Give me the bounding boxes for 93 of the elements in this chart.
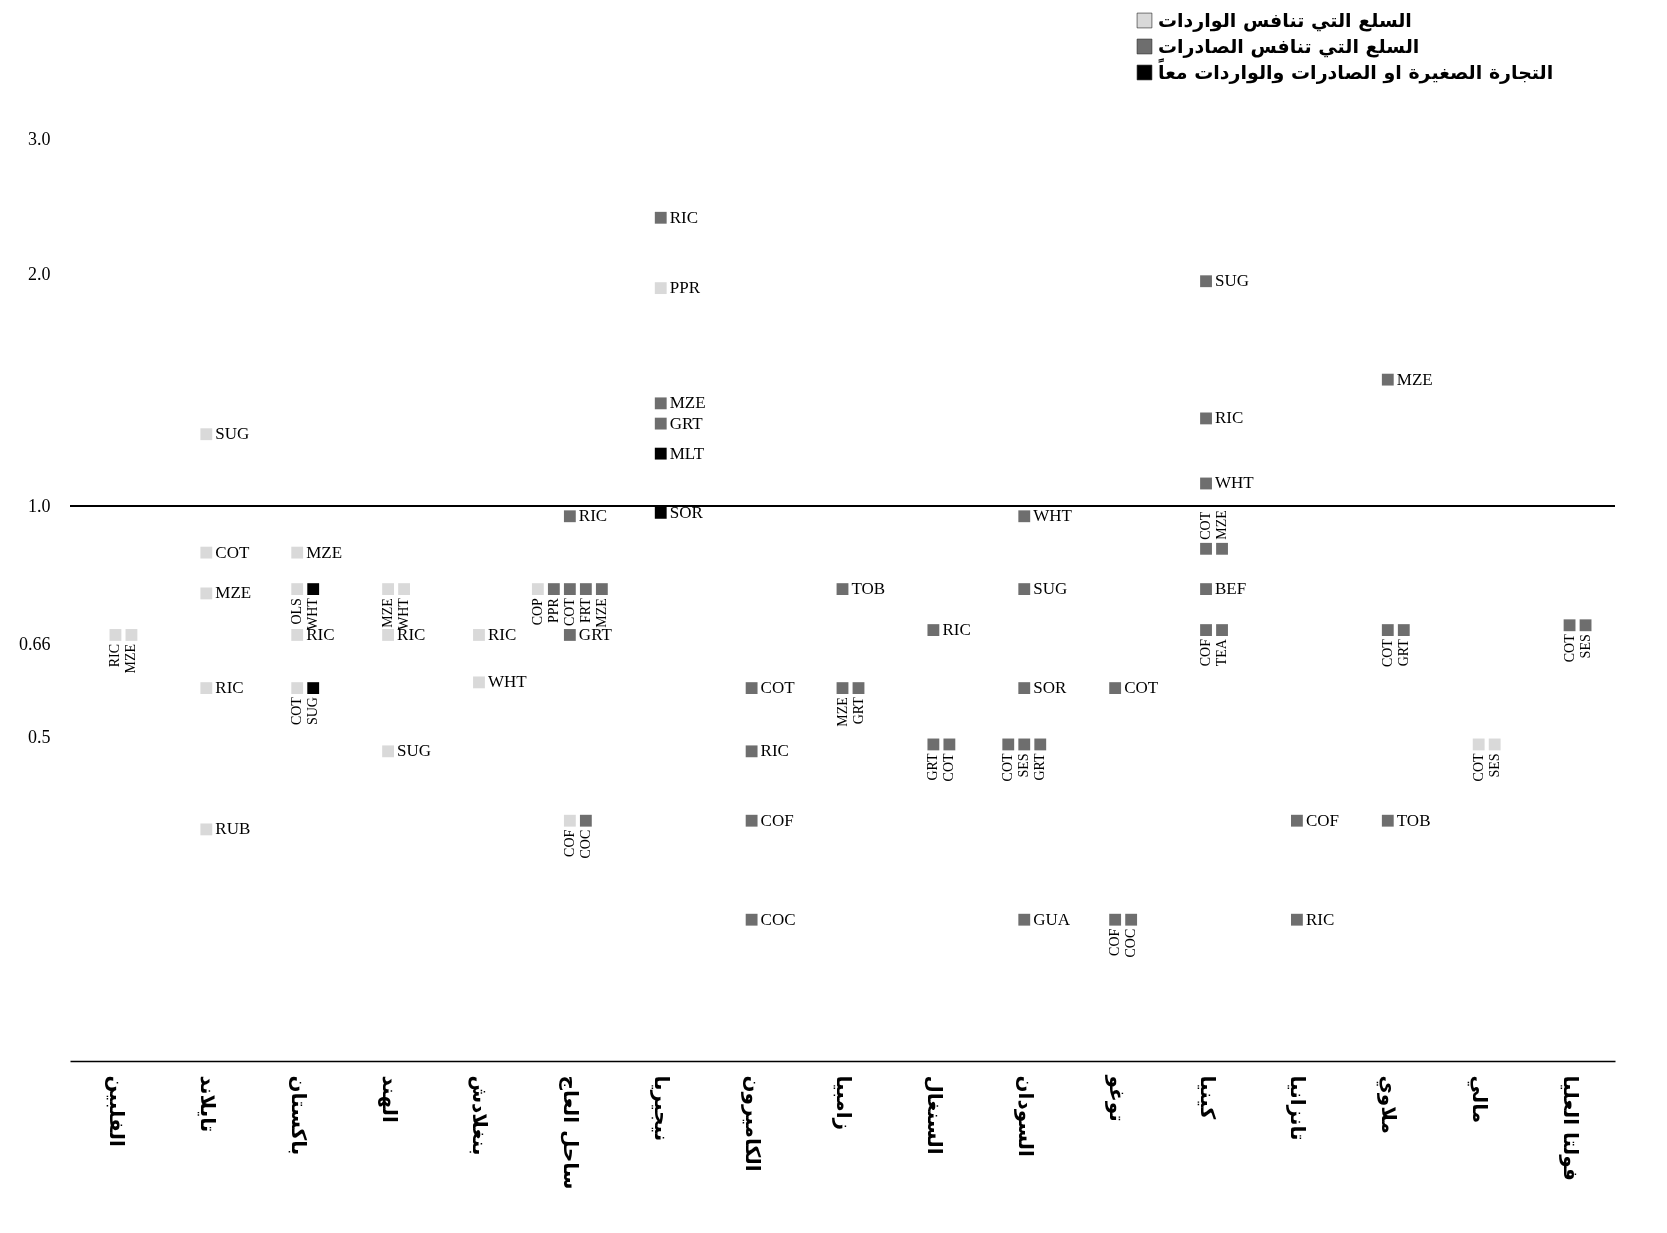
x-tick-label: باكستان bbox=[286, 1075, 311, 1156]
annotation: RUB bbox=[215, 819, 251, 839]
y-tick-label: 3.0 bbox=[28, 128, 51, 149]
x-tick-label: تايلاند bbox=[195, 1075, 220, 1133]
annotation: COT bbox=[1561, 633, 1577, 663]
annotation: RIC bbox=[215, 678, 244, 698]
annotation: SOR bbox=[1033, 678, 1067, 698]
annotation: MZE bbox=[834, 697, 850, 727]
annotation: COP bbox=[529, 597, 545, 626]
annotation: MZE bbox=[306, 542, 343, 562]
legend-label: التجارة الصغيرة او الصادرات والواردات معاً bbox=[1158, 58, 1554, 84]
annotation: MZE bbox=[123, 643, 139, 674]
annotation: COT bbox=[1198, 511, 1214, 540]
annotation: TOB bbox=[1396, 810, 1431, 830]
annotation: OLS bbox=[289, 598, 305, 625]
y-tick-label: 0.5 bbox=[28, 727, 51, 748]
annotation: COT bbox=[760, 678, 796, 698]
annotation: GRT bbox=[925, 753, 941, 781]
annotation: GRT bbox=[669, 413, 704, 433]
annotation: SOR bbox=[669, 502, 704, 522]
x-tick-label: الهند bbox=[377, 1075, 402, 1123]
annotation: PPR bbox=[669, 278, 701, 298]
annotation: WHT bbox=[1033, 506, 1073, 526]
x-tick-label: ساحل العاج bbox=[559, 1075, 584, 1190]
x-tick-label: الفلبين bbox=[104, 1075, 129, 1147]
annotation: SUG bbox=[397, 741, 432, 761]
annotation: WHT bbox=[1215, 473, 1255, 493]
annotation: RIC bbox=[1215, 408, 1244, 428]
annotation: COF bbox=[561, 829, 577, 857]
x-tick-label: توغو bbox=[1104, 1074, 1129, 1122]
annotation: SUG bbox=[305, 697, 321, 726]
annotation: COT bbox=[215, 542, 250, 562]
annotation: COT bbox=[1470, 753, 1486, 782]
annotation: COT bbox=[1124, 678, 1159, 698]
annotation: COF bbox=[760, 810, 794, 830]
annotation: GUA bbox=[1033, 909, 1071, 929]
annotation: MLT bbox=[669, 443, 705, 463]
annotation: MZE bbox=[1396, 369, 1433, 389]
annotation: COT bbox=[1379, 638, 1395, 668]
annotation: COF bbox=[1198, 638, 1214, 667]
legend-label: السلع التي تنافس الواردات bbox=[1158, 8, 1412, 32]
annotation: MZE bbox=[1214, 510, 1230, 540]
y-tick-label: 2.0 bbox=[28, 263, 51, 284]
annotation: RIC bbox=[669, 207, 699, 227]
annotation: MZE bbox=[380, 598, 396, 628]
annotation: MZE bbox=[669, 393, 706, 413]
x-tick-label: مالي bbox=[1467, 1075, 1493, 1124]
annotation: RIC bbox=[1305, 909, 1335, 929]
y-tick-label: 1.0 bbox=[28, 495, 51, 516]
annotation: FRT bbox=[577, 597, 593, 623]
annotation: COT bbox=[941, 753, 957, 782]
annotation: SES bbox=[1016, 753, 1032, 778]
annotation: COC bbox=[1123, 928, 1139, 958]
x-tick-label: تانزانيا bbox=[1286, 1075, 1311, 1141]
annotation: COT bbox=[561, 597, 577, 627]
annotation: GRT bbox=[1032, 753, 1048, 781]
x-tick-label: زامبيا bbox=[832, 1075, 856, 1131]
annotation: COC bbox=[577, 829, 593, 859]
annotation: COF bbox=[1305, 810, 1339, 830]
annotation: TEA bbox=[1214, 638, 1230, 667]
y-tick-label: 0.66 bbox=[19, 634, 51, 655]
x-tick-label: الكاميرون bbox=[741, 1075, 766, 1172]
x-tick-label: بنغلادش bbox=[468, 1075, 493, 1156]
annotation: WHT bbox=[305, 597, 321, 630]
annotation: MZE bbox=[215, 583, 252, 603]
annotation: WHT bbox=[487, 672, 528, 692]
annotation: SES bbox=[1486, 753, 1502, 778]
annotation: RIC bbox=[578, 506, 608, 526]
annotation: PPR bbox=[545, 597, 561, 624]
annotation: SES bbox=[1577, 634, 1593, 659]
annotation: COC bbox=[760, 909, 796, 929]
x-tick-label: السنغال bbox=[922, 1075, 947, 1155]
x-tick-label: ملاوي bbox=[1376, 1075, 1402, 1134]
legend-label: السلع التي تنافس الصادرات bbox=[1158, 34, 1420, 58]
annotation: GRT bbox=[850, 696, 866, 725]
annotation: SUG bbox=[215, 424, 250, 444]
annotation: WHT bbox=[396, 597, 412, 630]
annotation: COT bbox=[289, 696, 305, 726]
annotation: RIC bbox=[760, 741, 789, 761]
annotation: GRT bbox=[1395, 638, 1411, 667]
annotation: BEF bbox=[1215, 579, 1247, 599]
annotation: RIC bbox=[107, 643, 123, 668]
annotation: SUG bbox=[1215, 271, 1250, 291]
x-tick-label: نيجيريا bbox=[650, 1075, 675, 1142]
x-tick-label: كينيا bbox=[1195, 1075, 1220, 1120]
annotation: RIC bbox=[942, 620, 971, 640]
x-tick-label: فولتا العليا bbox=[1559, 1075, 1584, 1181]
x-tick-label: السودان bbox=[1013, 1075, 1038, 1157]
annotation: RIC bbox=[487, 624, 517, 644]
annotation: COF bbox=[1107, 928, 1123, 956]
annotation: COT bbox=[1000, 753, 1016, 782]
annotation: TOB bbox=[851, 579, 886, 599]
annotation: SUG bbox=[1033, 579, 1068, 599]
